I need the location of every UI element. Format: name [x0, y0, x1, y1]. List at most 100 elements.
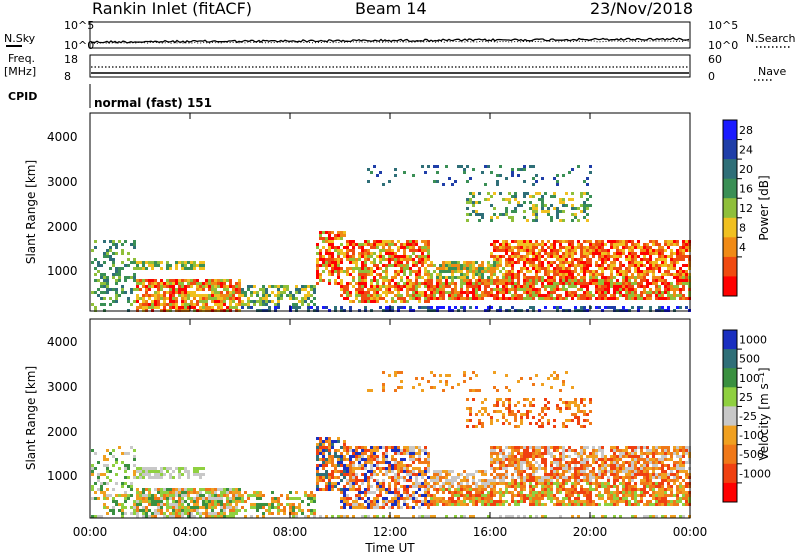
- heatmap-cell: [529, 404, 532, 407]
- heatmap-cell: [610, 464, 613, 467]
- colorbar-swatch: [723, 178, 737, 199]
- heatmap-cell: [589, 398, 592, 401]
- freq-panel-frame: [89, 54, 691, 78]
- heatmap-cell: [478, 273, 481, 276]
- heatmap-cell: [661, 279, 664, 282]
- heatmap-cell: [151, 512, 154, 515]
- heatmap-cell: [448, 294, 451, 297]
- heatmap-cell: [634, 270, 637, 273]
- heatmap-cell: [136, 476, 139, 479]
- heatmap-cell: [112, 512, 115, 515]
- heatmap-cell: [550, 282, 553, 285]
- heatmap-cell: [571, 258, 574, 261]
- heatmap-cell: [388, 476, 391, 479]
- heatmap-cell: [298, 497, 301, 500]
- heatmap-cell: [634, 243, 637, 246]
- heatmap-cell: [490, 267, 493, 270]
- heatmap-cell: [364, 479, 367, 482]
- heatmap-cell: [418, 300, 421, 303]
- heatmap-cell: [208, 506, 211, 509]
- heatmap-cell: [355, 503, 358, 506]
- cpid-text: normal (fast) 151: [94, 96, 212, 110]
- heatmap-cell: [322, 446, 325, 449]
- heatmap-cell: [94, 452, 97, 455]
- heatmap-cell: [574, 282, 577, 285]
- heatmap-cell: [667, 255, 670, 258]
- heatmap-cell: [580, 488, 583, 491]
- heatmap-cell: [358, 246, 361, 249]
- heatmap-cell: [442, 288, 445, 291]
- heatmap-cell: [469, 177, 472, 180]
- heatmap-cell: [421, 240, 424, 243]
- heatmap-cell: [361, 458, 364, 461]
- heatmap-cell: [613, 276, 616, 279]
- heatmap-cell: [340, 279, 343, 282]
- heatmap-cell: [331, 455, 334, 458]
- heatmap-cell: [595, 479, 598, 482]
- heatmap-cell: [607, 255, 610, 258]
- heatmap-cell: [475, 213, 478, 216]
- heatmap-cell: [568, 497, 571, 500]
- heatmap-cell: [340, 294, 343, 297]
- heatmap-cell: [601, 455, 604, 458]
- heatmap-cell: [316, 437, 319, 440]
- heatmap-cell: [499, 261, 502, 264]
- heatmap-cell: [571, 386, 574, 389]
- heatmap-cell: [673, 264, 676, 267]
- heatmap-cell: [340, 252, 343, 255]
- heatmap-cell: [316, 273, 319, 276]
- heatmap-cell: [502, 401, 505, 404]
- heatmap-cell: [496, 500, 499, 503]
- heatmap-cell: [388, 282, 391, 285]
- heatmap-cell: [586, 497, 589, 500]
- heatmap-cell: [397, 297, 400, 300]
- heatmap-cell: [358, 258, 361, 261]
- heatmap-cell: [658, 264, 661, 267]
- heatmap-cell: [460, 267, 463, 270]
- heatmap-cell: [337, 470, 340, 473]
- heatmap-cell: [571, 261, 574, 264]
- heatmap-cell: [586, 458, 589, 461]
- heatmap-cell: [379, 446, 382, 449]
- heatmap-cell: [331, 270, 334, 273]
- heatmap-cell: [520, 288, 523, 291]
- heatmap-cell: [679, 297, 682, 300]
- heatmap-cell: [559, 264, 562, 267]
- heatmap-cell: [550, 500, 553, 503]
- heatmap-cell: [430, 515, 433, 518]
- heatmap-cell: [406, 264, 409, 267]
- heatmap-cell: [505, 500, 508, 503]
- heatmap-cell: [535, 476, 538, 479]
- heatmap-cell: [580, 491, 583, 494]
- heatmap-cell: [598, 285, 601, 288]
- heatmap-cell: [682, 285, 685, 288]
- heatmap-cell: [175, 297, 178, 300]
- heatmap-cell: [520, 491, 523, 494]
- heatmap-cell: [337, 258, 340, 261]
- heatmap-cell: [499, 482, 502, 485]
- heatmap-cell: [577, 455, 580, 458]
- heatmap-cell: [334, 440, 337, 443]
- heatmap-cell: [628, 282, 631, 285]
- heatmap-cell: [493, 297, 496, 300]
- heatmap-cell: [439, 306, 442, 309]
- heatmap-cell: [283, 288, 286, 291]
- heatmap-cell: [385, 288, 388, 291]
- heatmap-cell: [478, 267, 481, 270]
- heatmap-cell: [613, 240, 616, 243]
- heatmap-cell: [604, 297, 607, 300]
- heatmap-cell: [514, 470, 517, 473]
- heatmap-cell: [670, 243, 673, 246]
- heatmap-cell: [397, 476, 400, 479]
- heatmap-cell: [439, 267, 442, 270]
- heatmap-cell: [223, 288, 226, 291]
- heatmap-cell: [121, 291, 124, 294]
- heatmap-cell: [457, 294, 460, 297]
- heatmap-cell: [346, 458, 349, 461]
- heatmap-cell: [448, 276, 451, 279]
- heatmap-cell: [532, 485, 535, 488]
- heatmap-cell: [589, 491, 592, 494]
- heatmap-cell: [385, 249, 388, 252]
- heatmap-cell: [457, 482, 460, 485]
- heatmap-cell: [121, 452, 124, 455]
